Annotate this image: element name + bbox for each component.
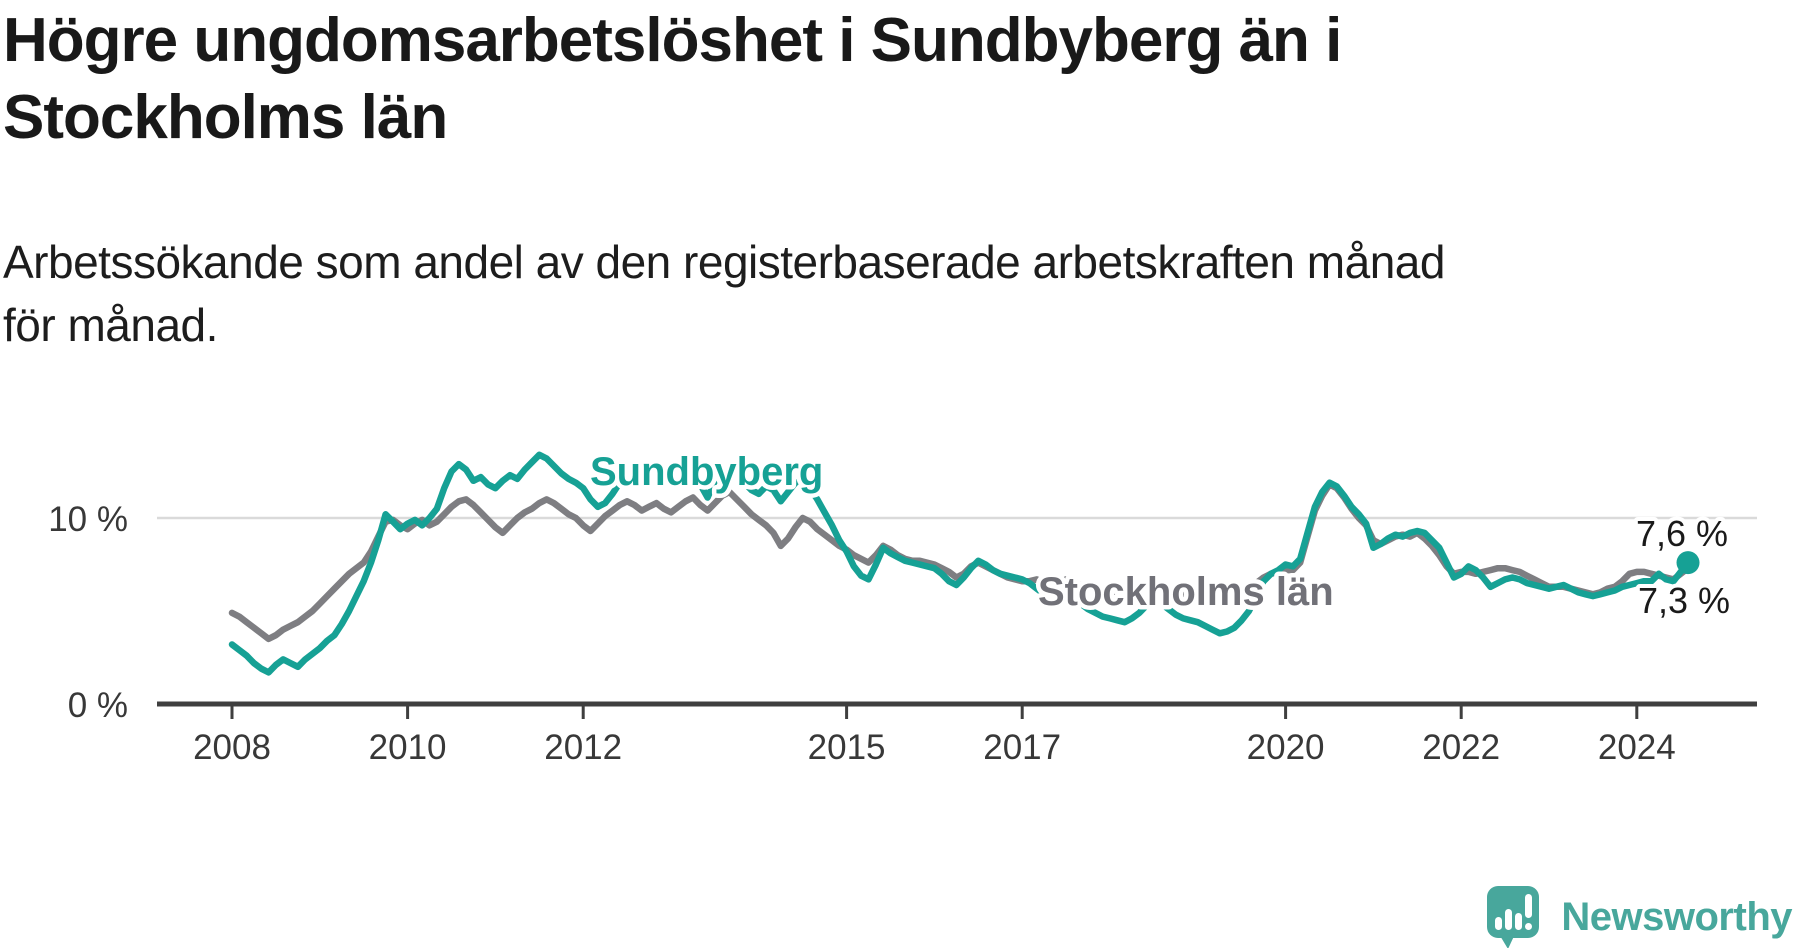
- x-tick-label: 2022: [1422, 728, 1500, 767]
- series-line-stockholms-lan: [228, 481, 1692, 643]
- x-tick-label: 2012: [544, 728, 622, 767]
- end-value-label-stockholms-lan: 7,3 %: [1638, 580, 1730, 621]
- series-label-sundbyberg: Sundbyberg: [590, 450, 823, 494]
- series-line-sundbyberg: [228, 451, 1692, 676]
- branding-footer: Newsworthy: [1485, 884, 1792, 948]
- newsworthy-logo-text: Newsworthy: [1561, 894, 1792, 939]
- page-title: Högre ungdomsarbetslöshet i Sundbyberg ä…: [3, 6, 1342, 152]
- x-tick-label: 2017: [983, 728, 1061, 767]
- newsworthy-logo-icon: [1487, 886, 1540, 948]
- x-tick-label: 2015: [808, 728, 886, 767]
- page-subtitle: Arbetssökande som andel av den registerb…: [3, 236, 1445, 351]
- x-tick-label: 2008: [193, 728, 271, 767]
- end-value-label-sundbyberg: 7,6 %: [1636, 513, 1728, 554]
- x-tick-label: 2010: [369, 728, 447, 767]
- series-label-stockholms-lan: Stockholms län: [1038, 570, 1334, 614]
- x-tick-label: 2024: [1598, 728, 1676, 767]
- series-endpoint-dot: [1676, 551, 1700, 575]
- y-tick-label: 10 %: [48, 500, 128, 539]
- y-tick-label: 0 %: [68, 686, 128, 725]
- x-tick-label: 2020: [1247, 728, 1325, 767]
